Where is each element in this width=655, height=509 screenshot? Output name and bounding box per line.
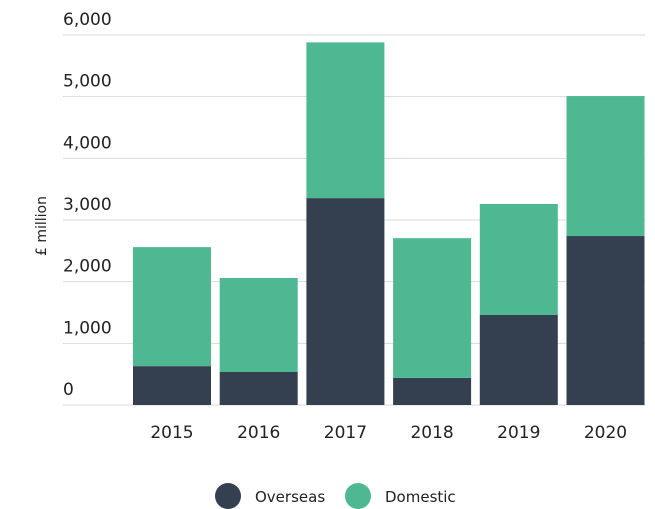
bar-segment — [306, 42, 385, 199]
y-tick-label: 3,000 — [63, 195, 112, 215]
legend-swatch — [345, 483, 371, 509]
y-axis-label: £ million — [34, 196, 50, 256]
y-tick-label: 2,000 — [63, 257, 112, 277]
legend-swatch — [215, 483, 241, 509]
y-tick-label: 5,000 — [63, 72, 112, 92]
x-tick-label: 2015 — [150, 423, 193, 443]
bar-segment — [306, 198, 385, 405]
x-tick-label: 2016 — [237, 423, 280, 443]
y-tick-label: 0 — [63, 380, 74, 400]
bar-segment — [566, 96, 645, 237]
y-tick-label: 4,000 — [63, 133, 112, 153]
bar-segment — [479, 203, 558, 315]
x-tick-label: 2020 — [584, 423, 627, 443]
bar-segment — [133, 247, 211, 367]
x-tick-label: 2018 — [410, 423, 453, 443]
x-tick-label: 2019 — [497, 423, 540, 443]
y-tick-label: 1,000 — [63, 318, 112, 338]
bar-segment — [566, 236, 645, 405]
legend-label: Overseas — [255, 488, 325, 506]
x-tick-label: 2017 — [324, 423, 367, 443]
bar-segment — [393, 377, 472, 405]
bar-segment — [219, 372, 298, 405]
y-tick-label: 6,000 — [63, 10, 112, 30]
bar-segment — [393, 238, 472, 378]
legend-label: Domestic — [385, 488, 456, 506]
bar-segment — [133, 366, 211, 405]
bar-segment — [479, 314, 558, 405]
bar-segment — [219, 277, 298, 373]
